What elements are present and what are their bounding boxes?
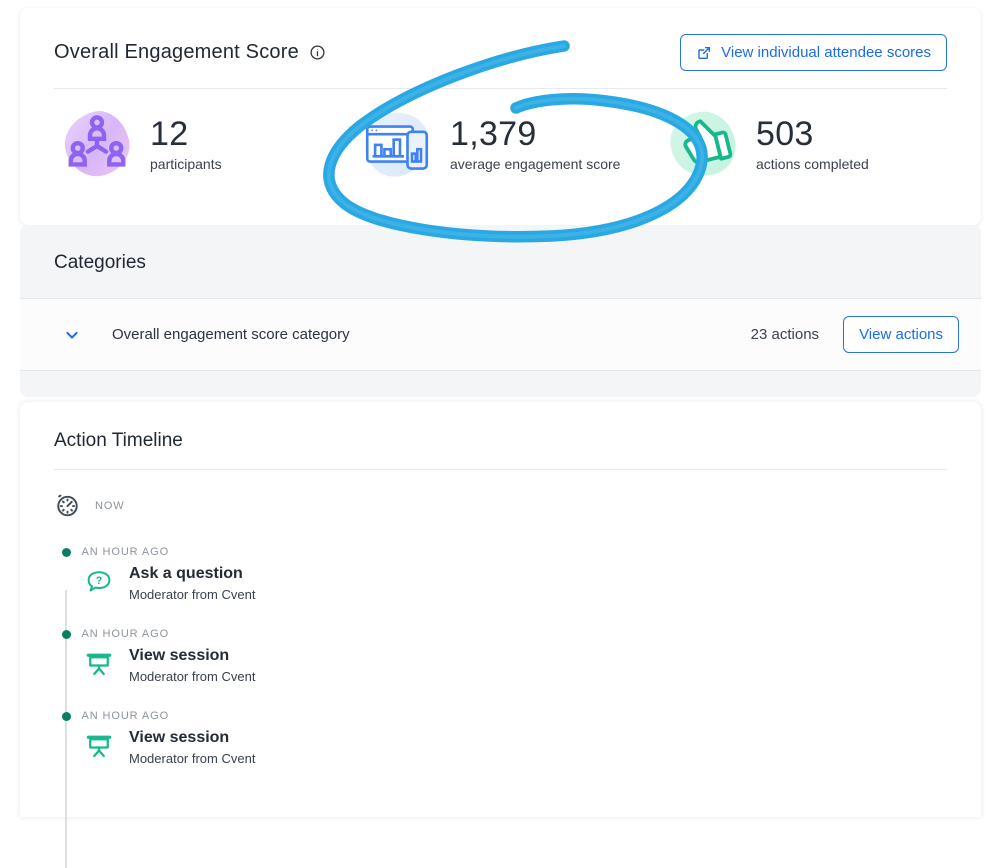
category-label: Overall engagement score category (112, 326, 350, 343)
presentation-icon (86, 653, 112, 676)
timeline-now-row: NOW (20, 492, 981, 519)
timeline-item-title: View session (129, 729, 230, 746)
timeline-item-title: Ask a question (129, 565, 243, 582)
stat-participants: 12 participants (58, 105, 362, 183)
actions-completed-value: 503 (756, 115, 814, 154)
timeline-time: AN HOUR AGO (81, 546, 170, 558)
question-bubble-icon: ? (87, 571, 111, 592)
timeline-time: AN HOUR AGO (81, 710, 170, 722)
stats-row: 12 participants (20, 89, 981, 183)
timeline-item: AN HOUR AGO ? Ask a question Moderator f… (20, 546, 981, 602)
category-row: Overall engagement score category 23 act… (20, 298, 981, 371)
svg-text:?: ? (96, 575, 102, 587)
clock-icon (54, 492, 81, 519)
actions-count: 23 actions (750, 326, 820, 343)
timeline-item: AN HOUR AGO View session Moderator from … (20, 710, 981, 766)
engagement-score-label: average engagement score (450, 155, 621, 172)
timeline-time: AN HOUR AGO (81, 628, 170, 640)
page-title: Overall Engagement Score (54, 41, 299, 63)
actions-completed-label: actions completed (756, 155, 869, 172)
categories-title: Categories (54, 252, 146, 273)
thumbs-up-icon (683, 119, 733, 165)
overall-engagement-card: Overall Engagement Score View individual… (20, 8, 981, 225)
timeline-dot (61, 547, 71, 557)
timeline-item-subtitle: Moderator from Cvent (129, 669, 256, 684)
timeline-line (65, 590, 67, 868)
categories-section: Categories Overall engagement score cate… (20, 225, 981, 397)
presentation-icon (86, 735, 112, 758)
timeline-body: NOW AN HOUR AGO ? Ask a question Moderat… (20, 470, 981, 868)
engagement-score-value: 1,379 (450, 115, 537, 154)
stat-actions-completed: 503 actions completed (664, 105, 869, 183)
timeline-item-title: View session (129, 647, 230, 664)
timeline-divider (54, 469, 947, 470)
timeline-item-subtitle: Moderator from Cvent (129, 751, 256, 766)
overall-engagement-header: Overall Engagement Score View individual… (20, 8, 981, 71)
stat-average-engagement-score: 1,379 average engagement score (358, 105, 668, 183)
participants-label: participants (150, 155, 222, 172)
external-link-icon (696, 45, 712, 61)
view-scores-label: View individual attendee scores (721, 44, 931, 61)
participants-value: 12 (150, 115, 189, 154)
timeline-dot (61, 711, 71, 721)
action-timeline-title: Action Timeline (54, 430, 183, 451)
chevron-down-icon[interactable] (60, 323, 84, 347)
action-timeline-card: Action Timeline NOW (20, 402, 981, 868)
participants-icon (68, 115, 126, 167)
engagement-score-icon (365, 125, 429, 170)
view-individual-attendee-scores-button[interactable]: View individual attendee scores (680, 34, 947, 71)
info-icon[interactable] (309, 44, 326, 61)
timeline-item-subtitle: Moderator from Cvent (129, 587, 256, 602)
timeline-dot (61, 629, 71, 639)
now-label: NOW (95, 499, 125, 512)
timeline-item: AN HOUR AGO View session Moderator from … (20, 628, 981, 684)
view-actions-button[interactable]: View actions (843, 316, 959, 353)
